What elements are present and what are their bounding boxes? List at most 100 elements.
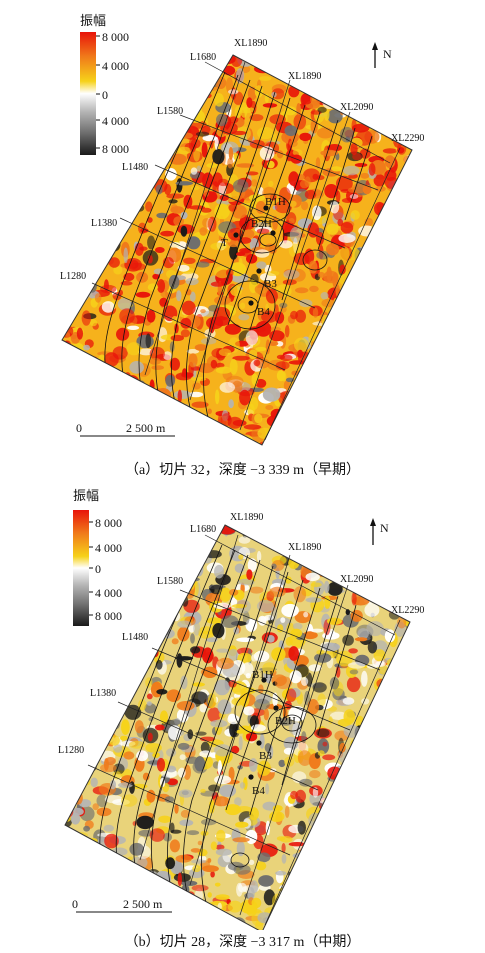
amplitude-speckle [381, 840, 399, 845]
amplitude-speckle [406, 778, 410, 789]
amplitude-speckle [266, 270, 280, 276]
amplitude-speckle [65, 525, 67, 534]
amplitude-speckle [357, 782, 365, 796]
amplitude-speckle [119, 308, 135, 325]
amplitude-speckle [159, 62, 169, 68]
amplitude-speckle [92, 803, 99, 811]
amplitude-speckle [161, 402, 172, 411]
amplitude-speckle [245, 829, 258, 845]
amplitude-speckle [304, 55, 321, 61]
amplitude-speckle [314, 404, 323, 415]
scale-bar-b: 0 2 500 m [72, 897, 172, 913]
amplitude-speckle [305, 597, 322, 603]
amplitude-speckle [78, 634, 95, 647]
amplitude-speckle [359, 302, 374, 315]
inline-label: L1480 [122, 162, 148, 173]
legend-tick: 4 000 [102, 59, 129, 73]
amplitude-speckle [361, 305, 366, 316]
amplitude-speckle [146, 701, 152, 706]
amplitude-speckle [199, 423, 215, 429]
amplitude-speckle [135, 888, 143, 897]
amplitude-speckle [402, 877, 410, 887]
amplitude-speckle [115, 77, 129, 91]
amplitude-speckle [328, 885, 333, 895]
amplitude-speckle [66, 404, 73, 417]
amplitude-speckle [360, 532, 373, 538]
amplitude-speckle [372, 314, 390, 329]
amplitude-speckle [171, 73, 176, 85]
amplitude-speckle [180, 675, 188, 690]
amplitude-speckle [384, 701, 401, 716]
amplitude-speckle [206, 637, 218, 643]
amplitude-speckle [388, 598, 404, 605]
amplitude-speckle [201, 436, 209, 445]
amplitude-speckle [86, 375, 102, 385]
amplitude-speckle [308, 332, 322, 347]
grid-lines [91, 61, 401, 441]
amplitude-speckle [372, 846, 386, 854]
amplitude-speckle [268, 55, 281, 57]
amplitude-speckle [319, 556, 325, 567]
amplitude-speckle [74, 175, 79, 186]
well-marker [233, 232, 239, 238]
amplitude-speckle [347, 302, 356, 314]
amplitude-speckle [381, 540, 394, 554]
amplitude-speckle [345, 757, 352, 773]
amplitude-speckle [336, 175, 353, 192]
amplitude-speckle [405, 85, 412, 91]
amplitude-speckle [281, 603, 299, 618]
amplitude-speckle [228, 649, 239, 661]
amplitude-speckle [275, 870, 287, 876]
amplitude-speckle [239, 389, 251, 406]
amplitude-speckle [149, 357, 162, 365]
amplitude-speckle [62, 189, 74, 198]
amplitude-speckle [378, 917, 387, 930]
amplitude-speckle [322, 95, 338, 110]
amplitude-speckle [374, 897, 391, 903]
amplitude-speckle [216, 113, 228, 127]
amplitude-speckle [203, 432, 210, 445]
amplitude-speckle [180, 809, 190, 818]
amplitude-speckle [182, 412, 189, 422]
amplitude-speckle [376, 203, 387, 213]
amplitude-speckle [65, 805, 74, 819]
inline-label: L1680 [190, 524, 216, 535]
amplitude-speckle [327, 332, 340, 346]
amplitude-speckle [164, 796, 175, 803]
amplitude-speckle [345, 811, 351, 826]
amplitude-speckle [403, 802, 410, 816]
amplitude-speckle [149, 828, 165, 842]
amplitude-speckle [268, 341, 279, 346]
amplitude-speckle [123, 751, 135, 760]
amplitude-speckle [363, 758, 372, 766]
amplitude-speckle [127, 562, 145, 576]
amplitude-speckle [246, 97, 253, 108]
amplitude-speckle [136, 616, 141, 631]
amplitude-speckle [163, 612, 172, 620]
amplitude-speckle [189, 291, 196, 303]
well-label: B4 [252, 785, 265, 797]
amplitude-speckle [287, 525, 293, 531]
amplitude-speckle [346, 365, 355, 378]
amplitude-speckle [369, 258, 385, 264]
amplitude-speckle [175, 372, 192, 381]
amplitude-speckle [62, 125, 75, 140]
amplitude-speckle [301, 677, 309, 686]
crossline-label: XL1890 [234, 38, 267, 49]
amplitude-speckle [92, 648, 97, 660]
amplitude-speckle [145, 677, 153, 688]
amplitude-speckle [180, 317, 192, 329]
amplitude-speckle [400, 319, 412, 330]
amplitude-speckle [374, 796, 390, 801]
amplitude-speckle [134, 109, 150, 123]
amplitude-speckle [67, 166, 82, 178]
amplitude-speckle [107, 165, 113, 180]
amplitude-speckle [65, 706, 74, 712]
amplitude-speckle [342, 519, 355, 525]
amplitude-speckle [371, 227, 390, 232]
amplitude-speckle [311, 390, 322, 402]
amplitude-speckle [339, 57, 357, 64]
amplitude-speckle [335, 666, 341, 678]
amplitude-speckle [320, 916, 338, 925]
amplitude-speckle [170, 334, 184, 342]
